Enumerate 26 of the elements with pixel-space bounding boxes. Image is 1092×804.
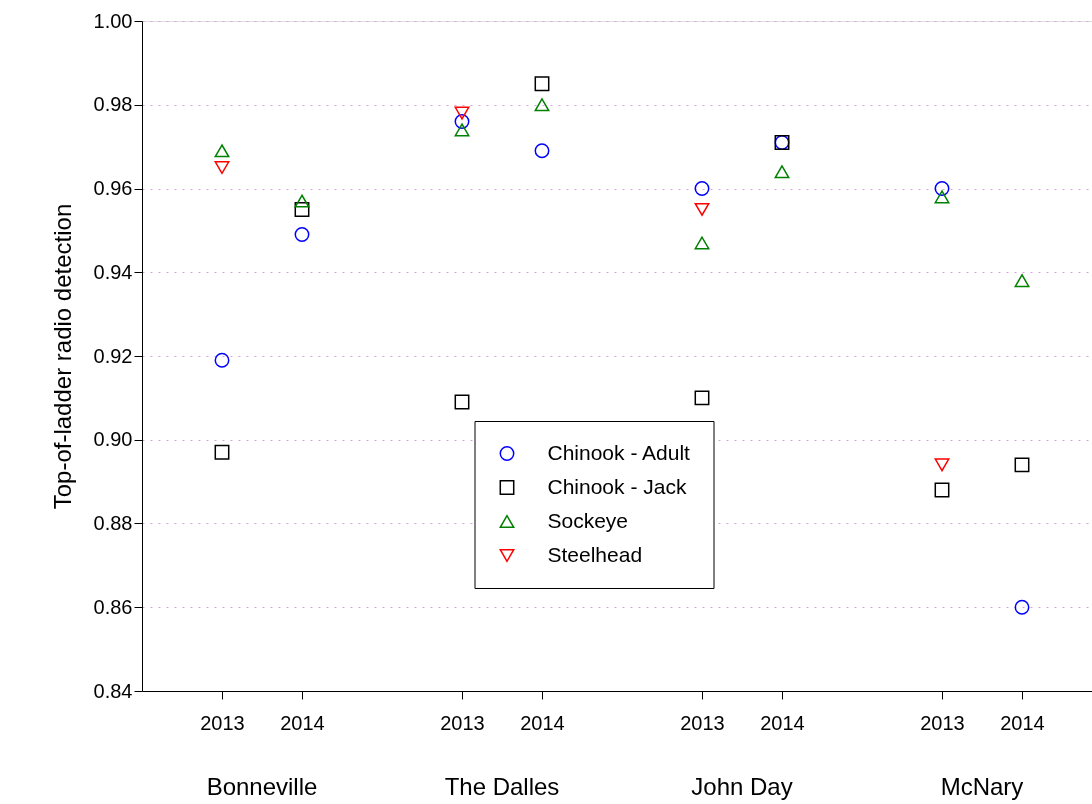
legend-label: Chinook - Adult xyxy=(547,440,691,464)
x-tick-label: 2013 xyxy=(440,711,485,734)
y-tick-label: 0.96 xyxy=(93,177,133,199)
x-tick-label: 2014 xyxy=(760,711,805,734)
x-tick-label: 2013 xyxy=(200,711,245,734)
x-tick-label: 2014 xyxy=(280,711,325,734)
x-tick-label: 2013 xyxy=(680,711,725,734)
text: Bonneville xyxy=(206,773,318,800)
x-tick-label: 2014 xyxy=(520,711,565,734)
text: John Day xyxy=(691,773,793,800)
y-tick-label: 0.84 xyxy=(93,679,133,702)
text: The Dalles xyxy=(444,773,560,800)
x-tick-label: 2013 xyxy=(920,711,965,734)
y-tick-label: 0.94 xyxy=(93,260,133,283)
y-tick-label: 0.86 xyxy=(93,595,133,618)
y-tick-label: 0.88 xyxy=(93,512,133,534)
x-tick-label: 2014 xyxy=(1000,711,1045,734)
y-tick-label: 1.00 xyxy=(93,9,133,32)
y-tick-label: 0.98 xyxy=(93,93,133,116)
y-tick-label: 0.90 xyxy=(93,428,133,451)
y-tick-label: 0.92 xyxy=(93,344,133,367)
y-axis-title: Top-of-ladder radio detection xyxy=(48,203,76,510)
legend-label: Steelhead xyxy=(547,542,643,566)
legend-label: Sockeye xyxy=(547,508,629,532)
text: McNary xyxy=(940,773,1024,800)
legend-label: Chinook - Jack xyxy=(547,474,687,498)
